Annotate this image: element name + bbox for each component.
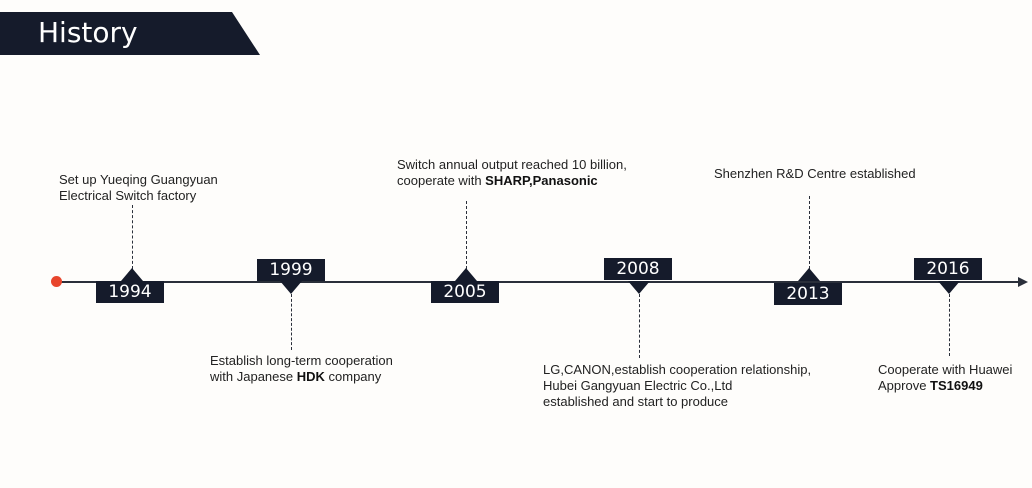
connector-line-1999: [291, 294, 292, 350]
connector-line-2005: [466, 201, 467, 269]
event-text-2013: Shenzhen R&D Centre established: [714, 166, 916, 181]
year-label-2013: 2013: [774, 283, 842, 305]
pointer-down-icon: [280, 281, 302, 294]
year-label-2008: 2008: [604, 258, 672, 280]
connector-line-1994: [132, 205, 133, 269]
year-label-1999: 1999: [257, 259, 325, 281]
timeline-arrow-icon: [1018, 277, 1028, 287]
event-text-1999: Establish long-term cooperation with Jap…: [210, 353, 393, 384]
pointer-up-icon: [455, 268, 477, 281]
pointer-down-icon: [628, 281, 650, 294]
pointer-down-icon: [938, 281, 960, 294]
event-text-1994: Set up Yueqing Guangyuan Electrical Swit…: [59, 172, 218, 203]
year-label-2005: 2005: [431, 281, 499, 303]
year-label-1994: 1994: [96, 281, 164, 303]
header-banner: [0, 12, 260, 55]
connector-line-2013: [809, 196, 810, 269]
event-text-2016: Cooperate with Huawei Approve TS16949: [878, 362, 1013, 393]
timeline-start-dot: [51, 276, 62, 287]
page-title: History: [38, 16, 138, 49]
pointer-up-icon: [798, 268, 820, 281]
event-text-2008: LG,CANON,establish cooperation relations…: [543, 362, 812, 409]
event-text-2005: Switch annual output reached 10 billion,…: [397, 157, 627, 188]
timeline-axis: [57, 281, 1022, 283]
connector-line-2008: [639, 294, 640, 358]
year-label-2016: 2016: [914, 258, 982, 280]
connector-line-2016: [949, 294, 950, 356]
pointer-up-icon: [121, 268, 143, 281]
